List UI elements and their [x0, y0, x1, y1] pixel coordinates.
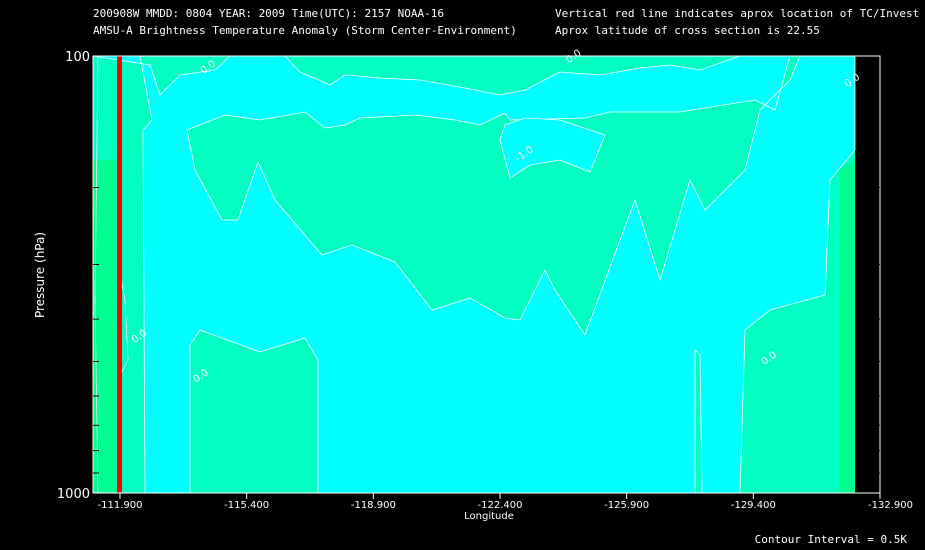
- x-tick-label: -115.400: [224, 500, 269, 511]
- y-minor-ticks: [93, 187, 880, 474]
- x-tick-label: -129.400: [731, 500, 776, 511]
- plot-frame: [92, 55, 881, 494]
- x-tick-label: -111.900: [98, 500, 143, 511]
- x-tick-label: -132.900: [868, 500, 913, 511]
- x-tick-label: -125.900: [604, 500, 649, 511]
- y-tick-label: 100: [65, 50, 90, 65]
- x-axis-label: Longitude: [464, 511, 514, 522]
- x-tick-label: -122.400: [478, 500, 523, 511]
- header-tc-note: Vertical red line indicates aprox locati…: [555, 7, 920, 20]
- band-positive-left: [93, 160, 118, 493]
- x-axis: -111.900 -115.400 -118.900 -122.400 -125.900…: [98, 493, 913, 511]
- band-positive-right: [840, 160, 855, 493]
- y-axis-label: Pressure (hPa): [33, 232, 47, 318]
- x-tick-label: -118.900: [351, 500, 396, 511]
- no-data-strip: [855, 56, 880, 493]
- y-axis: 100 1000: [57, 50, 90, 502]
- y-tick-label: 1000: [57, 487, 90, 502]
- contour-left: [94, 55, 99, 494]
- header-title-line1: 200908W MMDD: 0804 YEAR: 2009 Time(UTC):…: [93, 7, 444, 20]
- band-negative-core: [499, 117, 606, 179]
- band-negative-region: [92, 55, 856, 494]
- header-latitude-note: Aprox latitude of cross section is 22.55: [555, 24, 820, 37]
- header-title-line2: AMSU-A Brightness Temperature Anomaly (S…: [93, 24, 517, 37]
- tc-location-line: [117, 56, 122, 493]
- contour-interval-note: Contour Interval = 0.5K: [754, 533, 907, 546]
